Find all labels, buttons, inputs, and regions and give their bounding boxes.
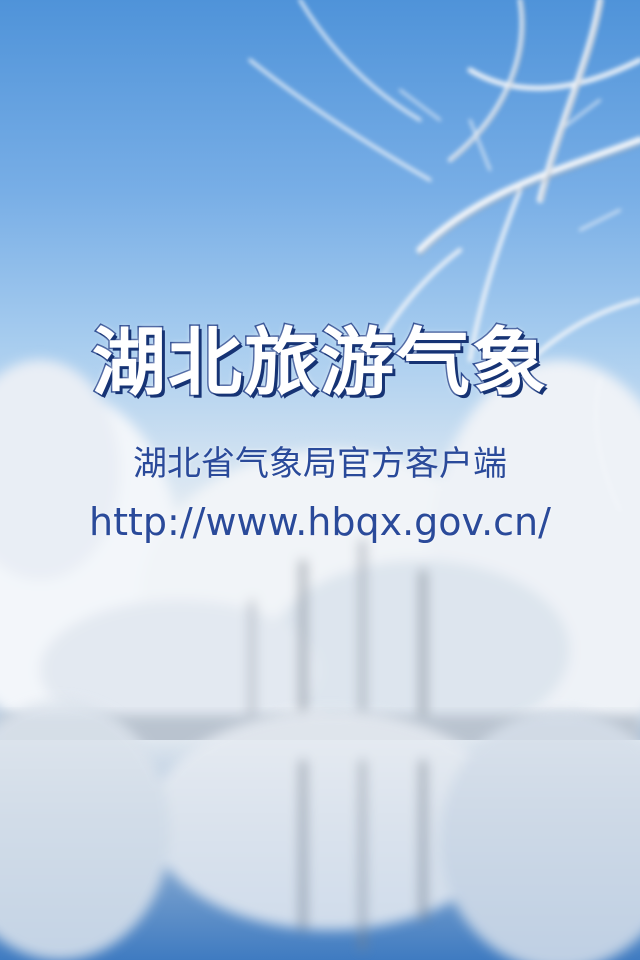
lake-reflection (0, 700, 640, 960)
app-subtitle: 湖北省气象局官方客户端 (133, 444, 507, 484)
website-url: http://www.hbqx.gov.cn/ (89, 500, 551, 544)
snowy-trees (0, 360, 640, 760)
app-title: 湖北旅游气象 (91, 319, 548, 408)
frosted-branches (248, 0, 640, 512)
